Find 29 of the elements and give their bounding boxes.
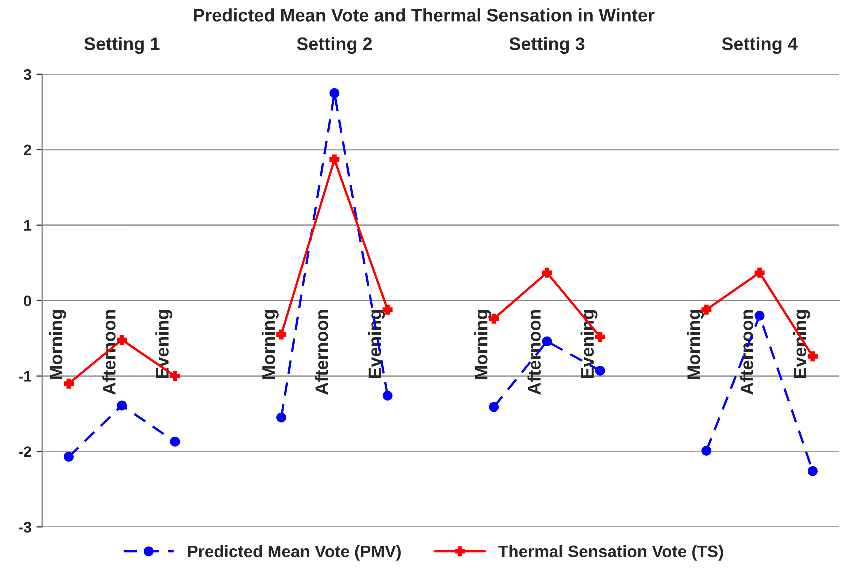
- text: Setting 1: [84, 37, 160, 54]
- text: Setting 4: [722, 37, 798, 54]
- y-tick-label: 2: [24, 144, 32, 156]
- x-tick-label: Morning: [474, 310, 492, 380]
- x-tick-label: Morning: [262, 310, 279, 380]
- y-tick-label: -2: [18, 446, 32, 458]
- y-tick-label: 3: [24, 69, 32, 80]
- x-tick-label: Afternoon: [315, 310, 328, 395]
- x-tick-label: Evening: [793, 310, 810, 378]
- y-tick-label: -1: [18, 371, 32, 382]
- y-tick-label: 0: [24, 296, 32, 307]
- y-tick-label: -3: [18, 522, 32, 533]
- legend-label: Thermal Sensation Vote (TS): [498, 545, 724, 561]
- x-tick-label: Morning: [687, 310, 704, 380]
- x-tick-label: Afternoon: [740, 310, 754, 395]
- point: [64, 378, 74, 389]
- x-tick-label: Afternoon: [528, 310, 541, 395]
- x-tick-label: Morning: [49, 310, 66, 380]
- text: Setting 2: [297, 37, 372, 54]
- chart-title: Predicted Mean Vote and Thermal Sensation in Winter: [194, 8, 655, 22]
- point: [702, 446, 712, 456]
- x-tick-label: Evening: [580, 310, 598, 378]
- x-tick-label: Afternoon: [102, 310, 116, 395]
- legend-label: Predicted Mean Vote (PMV): [188, 545, 401, 561]
- point: [117, 335, 128, 346]
- y-tick-label: 1: [24, 220, 32, 231]
- x-tick-label: Evening: [156, 310, 173, 378]
- text: Setting 3: [510, 37, 585, 54]
- point: [808, 466, 818, 476]
